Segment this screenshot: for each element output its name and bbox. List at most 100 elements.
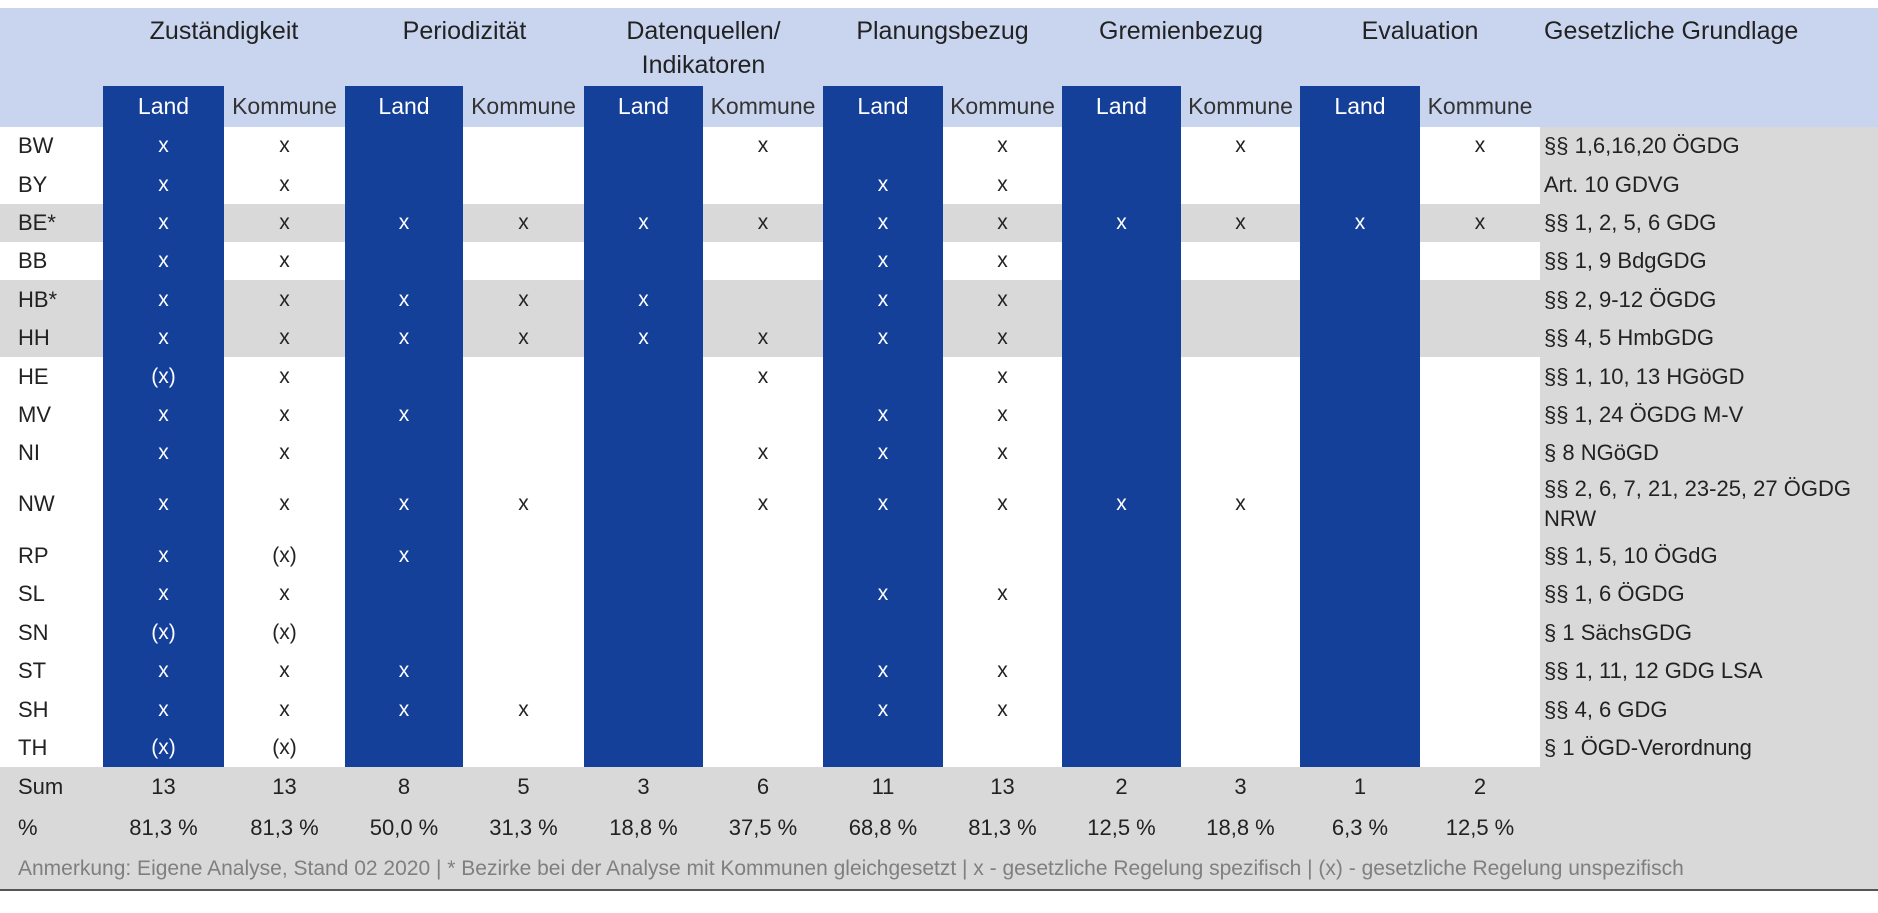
cell-kommune: x <box>1181 204 1300 242</box>
table-row: NI x x x x x § 8 NGöGD <box>0 434 1878 472</box>
state-code: SL <box>0 575 103 613</box>
cell-land: x <box>345 280 463 319</box>
cell-land <box>823 536 943 575</box>
state-code: SH <box>0 690 103 729</box>
cell-land: x <box>584 280 703 319</box>
cell-land <box>1062 575 1181 613</box>
legal-basis: § 1 SächsGDG <box>1540 613 1878 652</box>
cell-land: x <box>823 242 943 280</box>
cell-land: x <box>103 280 224 319</box>
cell-land <box>1300 319 1420 357</box>
cell-land: x <box>345 652 463 690</box>
state-code: HE <box>0 357 103 396</box>
cell-kommune: x <box>224 319 345 357</box>
cell-land <box>584 536 703 575</box>
cell-land <box>823 127 943 165</box>
cell-kommune <box>463 357 584 396</box>
percent-legal-blank <box>1540 807 1878 849</box>
sub-header-kommune: Kommune <box>463 86 584 127</box>
cell-land: x <box>103 472 224 536</box>
cell-land: x <box>345 690 463 729</box>
legal-header: Gesetzliche Grundlage <box>1540 8 1878 86</box>
legal-basis: § 8 NGöGD <box>1540 434 1878 472</box>
cell-kommune: x <box>703 357 823 396</box>
legal-header-cont <box>1540 86 1878 127</box>
header-corner-cell <box>0 8 103 86</box>
cell-land: x <box>103 396 224 434</box>
cell-kommune: x <box>703 204 823 242</box>
legal-basis: §§ 2, 9-12 ÖGDG <box>1540 280 1878 319</box>
cell-land: x <box>103 165 224 204</box>
cell-land: x <box>103 690 224 729</box>
cell-kommune <box>463 536 584 575</box>
cell-kommune: x <box>224 396 345 434</box>
table-row: NW x x x x x x x x x §§ 2, 6, 7, 21, 23-25, 27 ÖGD… <box>0 472 1878 536</box>
legal-basis: §§ 2, 6, 7, 21, 23-25, 27 ÖGDG NRW <box>1540 472 1878 536</box>
cell-land: x <box>345 204 463 242</box>
percent-row: % 81,3 % 81,3 % 50,0 % 31,3 % 18,8 % 37,5 % 68,… <box>0 807 1878 849</box>
sub-header-land: Land <box>1300 86 1420 127</box>
cell-land <box>1062 613 1181 652</box>
cell-kommune: x <box>224 280 345 319</box>
cell-land: x <box>1062 204 1181 242</box>
cell-land: (x) <box>103 613 224 652</box>
legal-basis: §§ 1, 2, 5, 6 GDG <box>1540 204 1878 242</box>
cell-land <box>1300 165 1420 204</box>
table-row: SL x x x x §§ 1, 6 ÖGDG <box>0 575 1878 613</box>
cell-kommune <box>703 729 823 767</box>
cell-land: x <box>823 204 943 242</box>
cell-kommune <box>1420 434 1540 472</box>
cell-kommune: x <box>224 242 345 280</box>
legal-basis: §§ 1,6,16,20 ÖGDG <box>1540 127 1878 165</box>
cell-kommune <box>1420 729 1540 767</box>
sub-header-land: Land <box>345 86 463 127</box>
cell-land <box>1062 127 1181 165</box>
cell-land <box>1300 536 1420 575</box>
legal-basis: §§ 1, 6 ÖGDG <box>1540 575 1878 613</box>
state-code: TH <box>0 729 103 767</box>
header-group-row: Zuständigkeit Periodizität Datenquellen/ I… <box>0 8 1878 86</box>
table-row: BW x x x x x x §§ 1,6,16,20 ÖGDG <box>0 127 1878 165</box>
table-row: SH x x x x x x §§ 4, 6 GDG <box>0 690 1878 729</box>
table-row: TH (x) (x) § 1 ÖGD-Verordnung <box>0 729 1878 767</box>
cell-kommune: x <box>703 472 823 536</box>
cell-land <box>1062 690 1181 729</box>
cell-kommune <box>1181 280 1300 319</box>
percent-value: 68,8 % <box>823 807 943 849</box>
cell-kommune: x <box>943 204 1062 242</box>
cell-kommune: x <box>1420 127 1540 165</box>
cell-land <box>584 472 703 536</box>
cell-kommune: x <box>1181 127 1300 165</box>
note-background <box>0 849 1878 889</box>
sum-value: 3 <box>1181 767 1300 807</box>
cell-kommune <box>1181 613 1300 652</box>
cell-kommune: x <box>943 434 1062 472</box>
cell-kommune: x <box>943 319 1062 357</box>
cell-land: x <box>103 536 224 575</box>
table-note: Anmerkung: Eigene Analyse, Stand 02 2020… <box>18 857 1684 880</box>
cell-land: x <box>823 472 943 536</box>
sub-header-kommune: Kommune <box>1420 86 1540 127</box>
cell-kommune <box>1181 729 1300 767</box>
state-code: NI <box>0 434 103 472</box>
cell-kommune <box>1181 652 1300 690</box>
cell-kommune <box>1181 536 1300 575</box>
cell-land: x <box>584 319 703 357</box>
cell-kommune <box>1420 690 1540 729</box>
header-sub-row: Land Kommune Land Kommune Land Kommune Land Kom… <box>0 86 1878 127</box>
cell-kommune: (x) <box>224 729 345 767</box>
cell-kommune: x <box>943 127 1062 165</box>
cell-land: x <box>345 536 463 575</box>
cell-land <box>1300 652 1420 690</box>
cell-kommune: x <box>1420 204 1540 242</box>
cell-kommune: x <box>224 357 345 396</box>
table-row: BE* x x x x x x x x x x x x §§ 1, 2, 5, 6 GDG <box>0 204 1878 242</box>
legal-basis: § 1 ÖGD-Verordnung <box>1540 729 1878 767</box>
table-row: MV x x x x x §§ 1, 24 ÖGDG M-V <box>0 396 1878 434</box>
cell-land <box>1062 536 1181 575</box>
cell-kommune <box>1181 575 1300 613</box>
cell-land <box>584 652 703 690</box>
state-code: BE* <box>0 204 103 242</box>
cell-kommune <box>943 729 1062 767</box>
cell-land: x <box>584 204 703 242</box>
